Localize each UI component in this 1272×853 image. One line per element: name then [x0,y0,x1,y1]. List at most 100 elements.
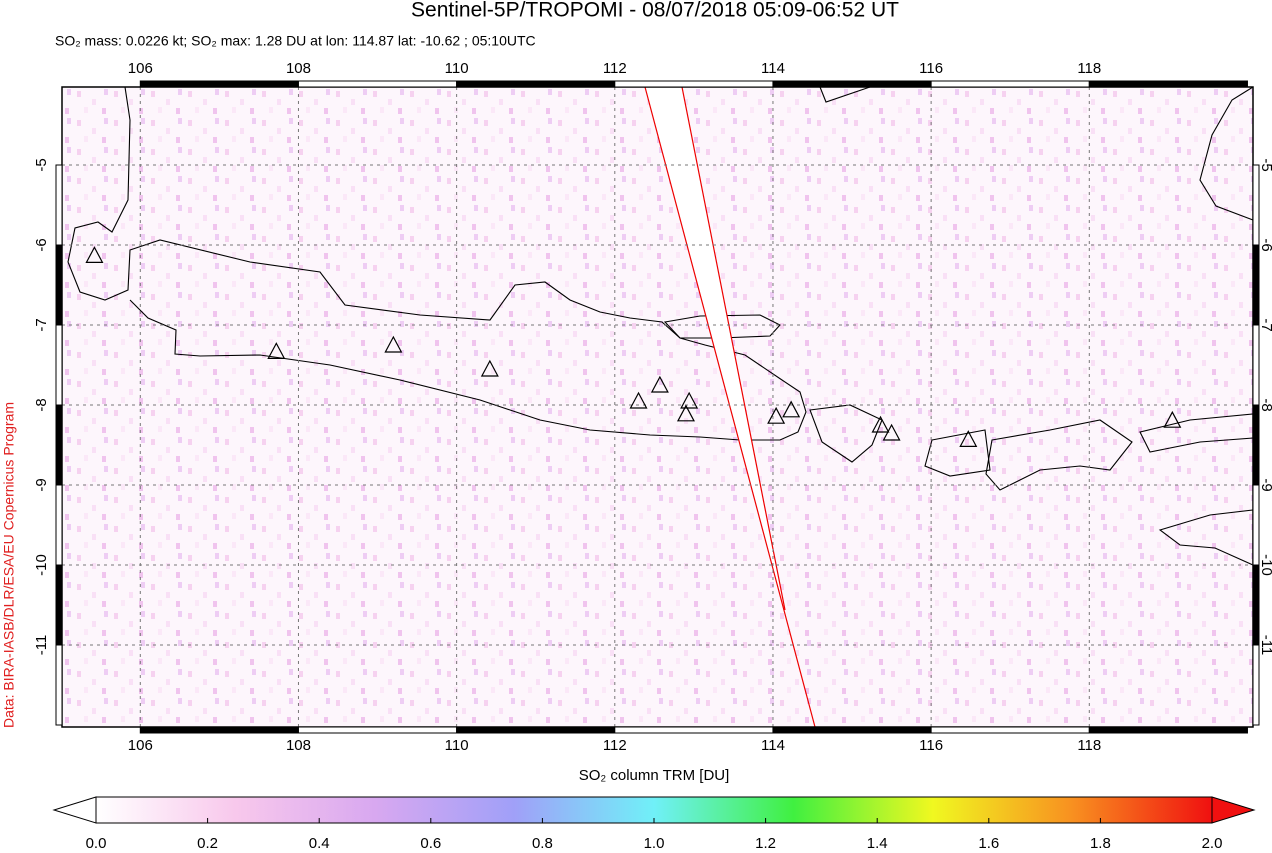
coastline [924,429,991,477]
x-tick-label: 106 [128,737,153,754]
volcano [871,415,890,433]
swath-edges [644,86,816,728]
frame-segment [1088,80,1248,88]
colorbar-tick-label: 1.6 [978,835,999,852]
x-tick-label: 110 [445,60,469,77]
colorbar-under [52,796,97,824]
frame-segment [930,726,1090,734]
colorbar-tick-label: 1.0 [644,835,665,852]
volcano [782,400,801,418]
x-tick-label: 114 [761,60,785,77]
so2-field [62,87,1253,727]
colorbar-tick-label: 1.4 [867,835,888,852]
x-tick-label: 112 [603,737,627,754]
coastline [67,86,807,441]
y-tick-label: -10 [1258,554,1272,576]
y-tick-label: -10 [33,554,50,576]
swath-edge [644,86,816,728]
colorbar-tick-label: 0.6 [420,835,441,852]
coastline [819,86,871,103]
y-tick-label: -6 [33,238,50,251]
frame-segment [772,80,932,88]
frame-segment [930,80,1090,88]
coastline [1199,86,1254,221]
y-tick-label: -11 [33,635,50,656]
y-tick-label: -9 [33,478,50,491]
y-tick-label: -9 [1258,478,1272,491]
y-tick-label: -5 [33,158,50,171]
frame-segment [297,726,458,734]
colorbar-tick-label: 1.8 [1090,835,1111,852]
frame-segment [55,324,63,406]
frame-segment [297,80,458,88]
volcano [384,335,403,353]
colorbar-over [1211,796,1256,824]
volcano [650,375,669,393]
frame-segment [1088,726,1248,734]
volcano [882,423,901,441]
x-tick-label: 106 [128,60,153,77]
x-tick-label: 108 [286,737,311,754]
x-tick-label: 108 [286,60,311,77]
volcano [629,391,648,409]
frame-segment [1252,164,1260,246]
colorbar-tick-label: 0.8 [532,835,553,852]
frame-segment [139,726,299,734]
credit: Data: BIRA-IASB/DLR/ESA/EU Copernicus Pr… [1,402,17,728]
subtitle: SO₂ mass: 0.0226 kt; SO₂ max: 1.28 DU at… [55,33,536,49]
frame-segment [1252,644,1260,726]
frame-segment [456,726,616,734]
volcano [85,246,104,263]
frame-segment [1252,324,1260,406]
x-tick-label: 110 [445,737,469,754]
colorbar-label: SO₂ column TRM [DU] [579,767,730,784]
frame-segment [139,80,299,88]
frame-segment [55,164,63,246]
colorbar-tick-label: 0.2 [197,835,218,852]
frame-segment [1252,484,1260,566]
colorbar-tick-label: 0.4 [309,835,330,852]
volcano [267,342,286,359]
y-tick-label: -8 [1258,398,1272,411]
x-tick-label: 118 [1077,737,1101,754]
x-tick-label: 116 [919,737,943,754]
frame-segment [55,644,63,726]
volcano [959,430,978,447]
title: Sentinel-5P/TROPOMI - 08/07/2018 05:09-0… [411,0,899,22]
frame-segment [1252,564,1260,646]
frame-segment [55,404,63,486]
frame-segment [614,80,774,88]
frame-segment [456,80,616,88]
volcano [1163,410,1182,428]
x-tick-label: 114 [761,737,785,754]
frame-segment [55,244,63,326]
coastline [985,419,1133,491]
swath-edge [681,86,786,611]
colorbar-tick-label: 1.2 [755,835,776,852]
frame-segment [772,726,932,734]
x-tick-label: 118 [1077,60,1101,77]
y-tick-label: -11 [1258,635,1272,656]
volcano [767,406,786,424]
y-tick-label: -7 [1258,318,1272,331]
frame-segment [55,564,63,646]
x-tick-label: 116 [919,60,943,77]
frame-segment [1252,244,1260,326]
y-tick-label: -5 [1258,158,1272,171]
volcano [680,391,699,409]
frame-segment [1252,404,1260,486]
y-tick-label: -6 [1258,238,1272,251]
frame-segment [55,484,63,566]
colorbar-tick-label: 2.0 [1202,835,1223,852]
y-tick-label: -7 [33,318,50,331]
volcano [676,404,695,422]
frame-segment [614,726,774,734]
y-tick-label: -8 [33,398,50,411]
x-tick-label: 112 [603,60,627,77]
plot-area [61,86,1254,728]
colorbar-tick-label: 0.0 [86,835,107,852]
coastline [809,404,883,463]
coastlines [67,86,1254,566]
volcano [480,359,499,377]
